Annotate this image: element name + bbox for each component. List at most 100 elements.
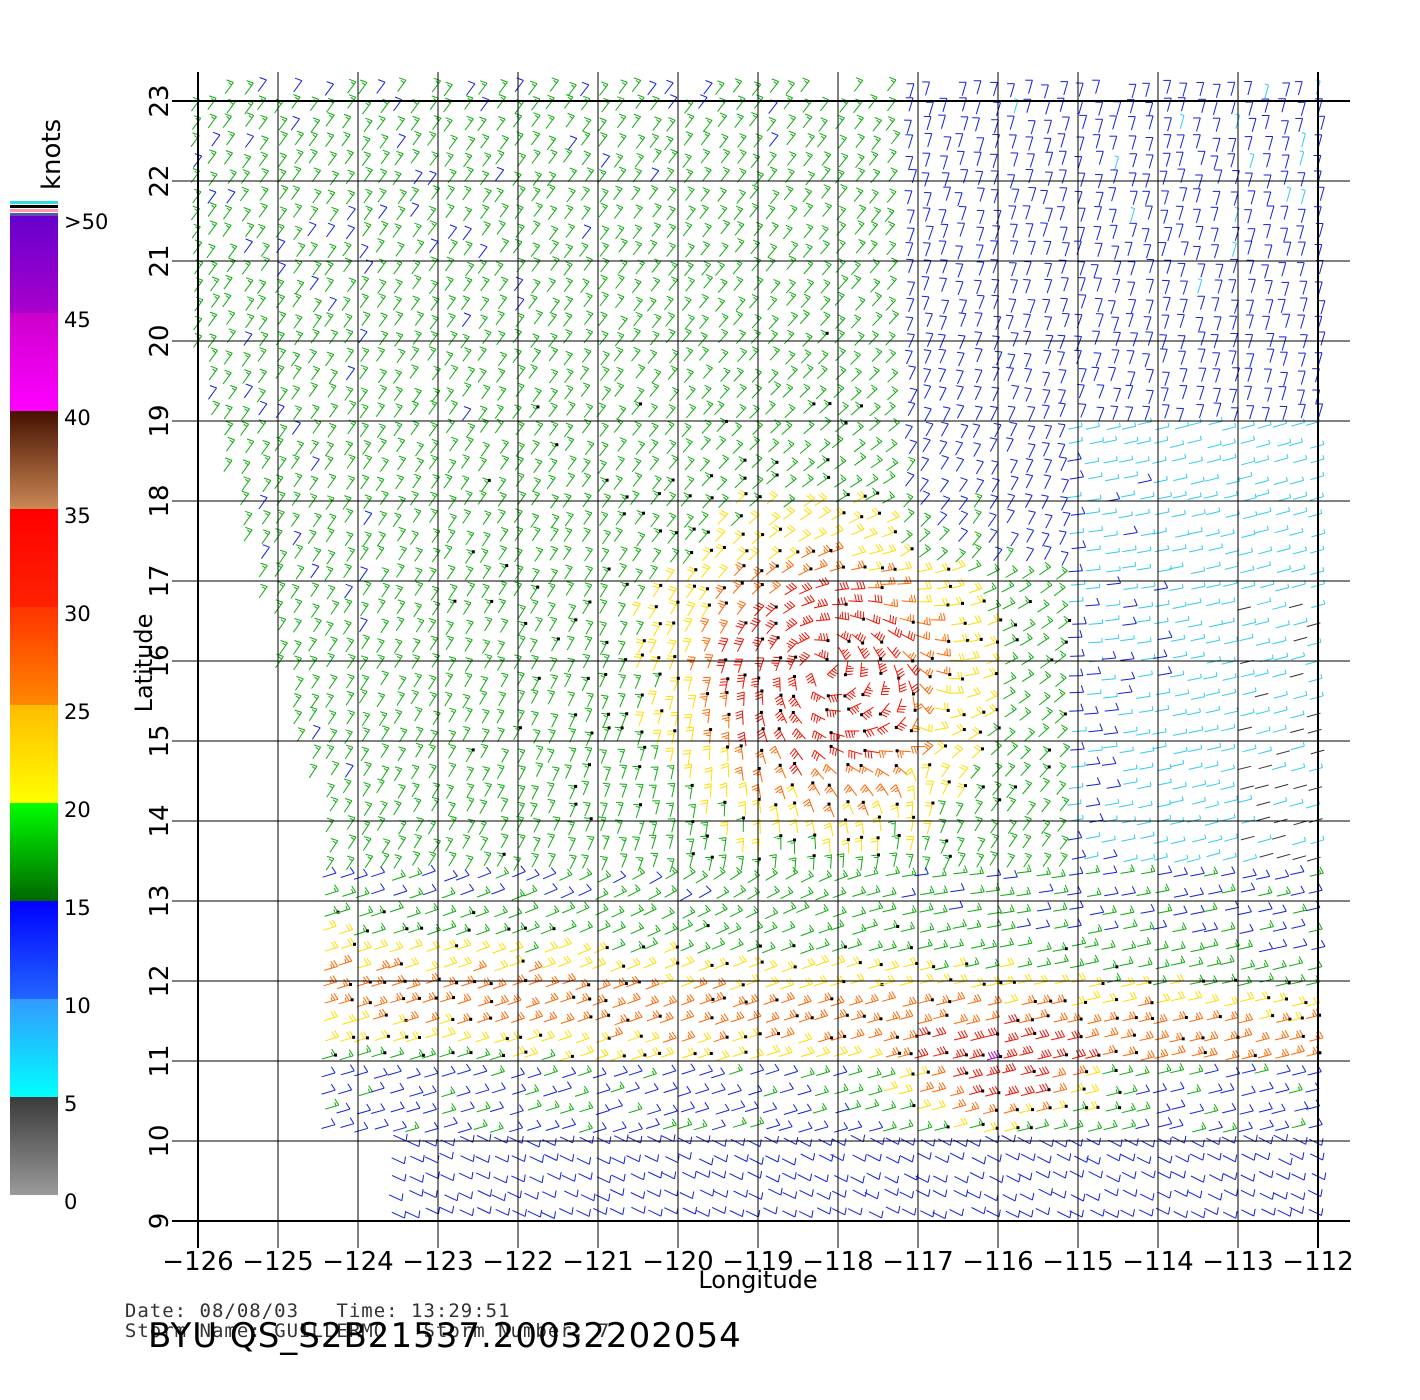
legend-band [10, 215, 58, 313]
wind-barb [495, 995, 508, 1005]
wind-barb [1176, 206, 1183, 220]
wind-barb [547, 185, 555, 199]
wind-barb [1121, 1154, 1135, 1161]
wind-barb [652, 583, 662, 597]
wind-barb [1042, 833, 1050, 847]
wind-barb [482, 640, 489, 654]
wind-barb [635, 694, 644, 709]
wind-barb [293, 641, 301, 655]
wind-barb [815, 904, 828, 915]
wind-barb [1091, 265, 1098, 279]
wind-barb [788, 839, 797, 855]
wind-barb [1120, 652, 1134, 660]
wind-barb [1195, 175, 1202, 188]
wind-barb [510, 1105, 523, 1115]
wind-barb [619, 316, 628, 330]
wind-barb [1119, 456, 1133, 463]
wind-barb [940, 156, 947, 170]
wind-barb [558, 1030, 571, 1041]
wind-barb [258, 348, 266, 362]
wind-barb [649, 785, 656, 799]
wind-barb [900, 1068, 915, 1078]
wind-barb [1139, 602, 1153, 608]
wind-barb [956, 264, 963, 278]
wind-barb [653, 548, 661, 562]
wind-barb [775, 694, 785, 709]
wind-barb [582, 349, 591, 363]
wind-barb [476, 1172, 490, 1179]
wind-barb [920, 684, 933, 694]
wind-barb [338, 955, 351, 965]
wind-barb [871, 836, 880, 851]
wind-barb [1086, 777, 1100, 786]
wind-barb [925, 133, 932, 147]
wind-barb [474, 1065, 487, 1075]
wind-barb [577, 1157, 591, 1164]
wind-barb [683, 618, 692, 632]
wind-barb [1240, 924, 1254, 933]
wind-barb [736, 838, 743, 852]
wind-barb [1206, 529, 1220, 536]
wind-barb [1044, 317, 1051, 331]
wind-barb [599, 275, 608, 289]
wind-barb [1277, 494, 1291, 502]
wind-barb [631, 491, 640, 505]
wind-barb [733, 580, 744, 594]
wind-barb [849, 750, 863, 759]
wind-barb [1108, 301, 1115, 315]
legend-band [10, 803, 58, 901]
wind-barb [1222, 439, 1236, 446]
wind-barb [478, 369, 486, 383]
wind-barb [569, 748, 576, 762]
wind-barb [721, 220, 730, 234]
wind-barb [1310, 493, 1324, 501]
wind-barb [713, 978, 726, 989]
wind-barb [922, 763, 932, 778]
wind-barb [836, 115, 845, 129]
wind-barb [990, 438, 997, 452]
wind-barb [733, 1117, 746, 1127]
wind-barb [586, 693, 593, 707]
wind-barb [857, 205, 866, 219]
wind-barb [1206, 636, 1220, 643]
wind-barb [1042, 299, 1049, 313]
longitude-tick: −112 [1282, 1247, 1353, 1277]
wind-barb [1204, 867, 1218, 876]
wind-barb [1068, 423, 1082, 430]
wind-barb [1054, 1119, 1068, 1129]
wind-barb [458, 994, 471, 1004]
wind-barb [344, 314, 352, 328]
wind-barb [716, 81, 725, 95]
longitude-tick: −123 [402, 1247, 473, 1277]
wind-barb [1139, 706, 1153, 712]
wind-barb [984, 636, 999, 646]
wind-barb [389, 1194, 403, 1201]
wind-barb [228, 170, 236, 184]
wind-barb [790, 762, 802, 776]
wind-barb [1173, 602, 1187, 609]
wind-barb [764, 960, 777, 971]
wind-barb [949, 686, 963, 693]
wind-barb [811, 713, 825, 723]
wind-barb [654, 709, 664, 724]
wind-barb [279, 550, 287, 564]
wind-barb [987, 1050, 1002, 1060]
wind-barb [784, 330, 794, 344]
wind-barb [782, 921, 795, 932]
wind-barb [357, 1104, 370, 1114]
wind-barb [1277, 545, 1291, 553]
wind-barb [364, 455, 372, 469]
wind-barb [1089, 724, 1103, 732]
wind-barb [1290, 865, 1304, 874]
wind-barb [956, 386, 963, 400]
wind-barb [1009, 206, 1016, 220]
wind-barb [325, 1031, 339, 1041]
wind-barb [1042, 533, 1049, 547]
wind-barb [1243, 854, 1257, 862]
wind-barb [751, 567, 763, 580]
wind-barb [871, 853, 880, 868]
wind-barb [1189, 726, 1203, 733]
wind-barb [1067, 1013, 1082, 1023]
wind-barb [620, 784, 627, 798]
wind-barb [957, 223, 964, 237]
